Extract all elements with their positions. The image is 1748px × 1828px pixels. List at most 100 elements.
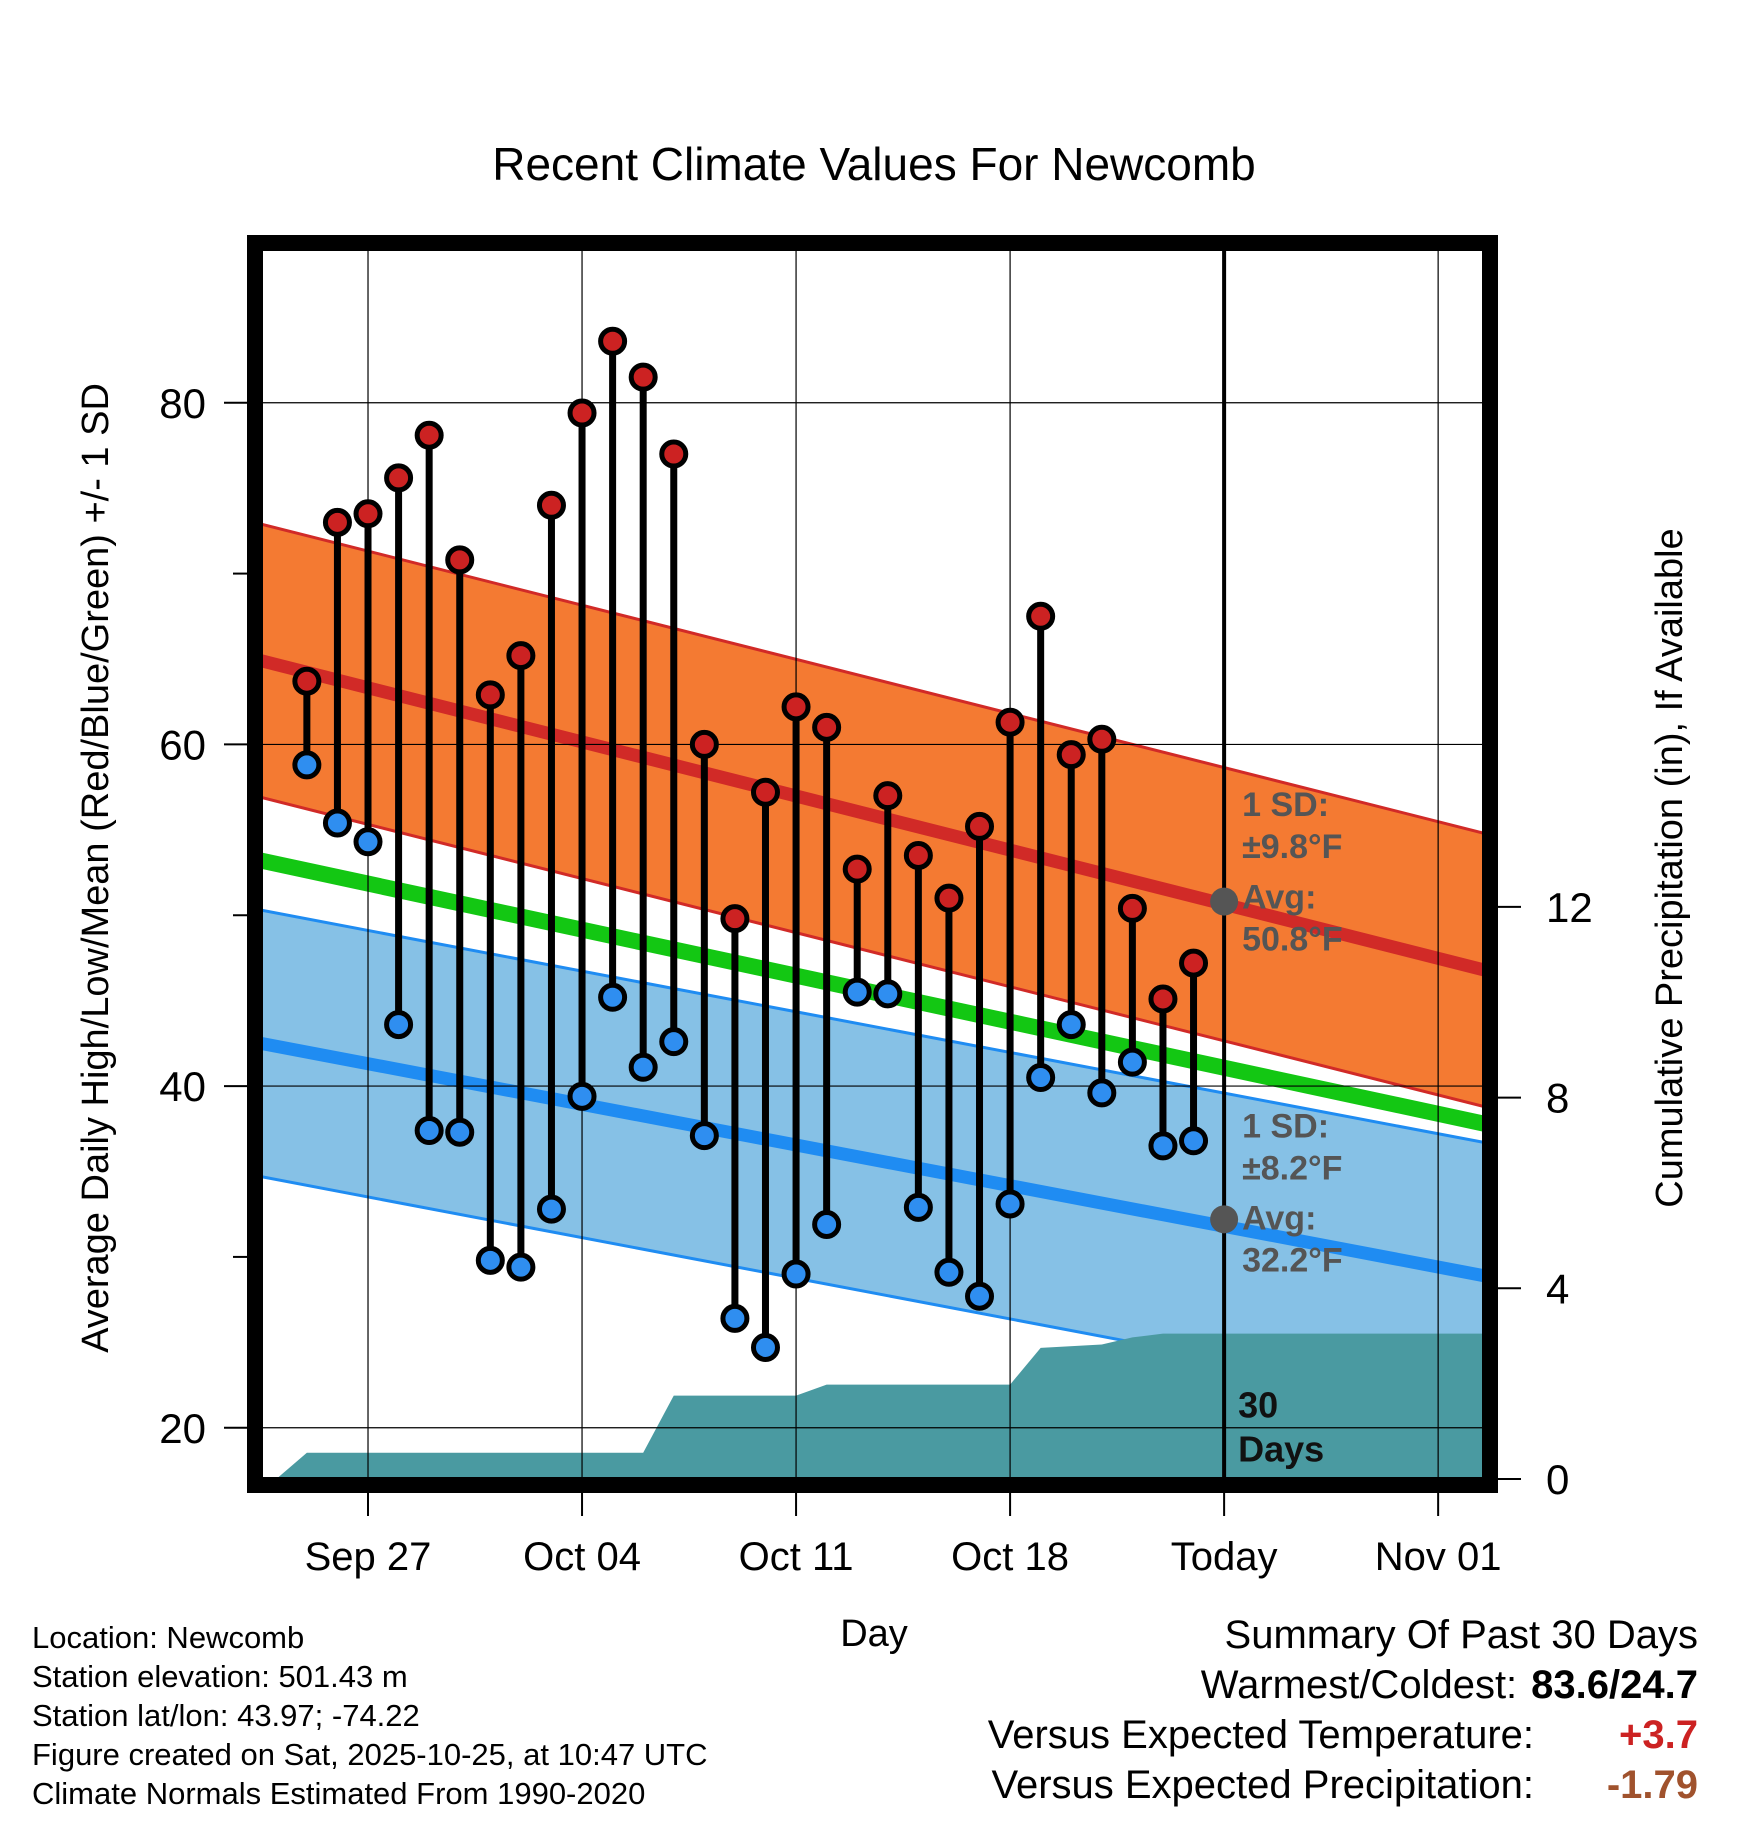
normal-annotation: 1 SD: ±9.8°F [1242, 786, 1342, 866]
normal-annotation-line: 1 SD: [1242, 1107, 1329, 1145]
high-normal-line [261, 654, 1484, 977]
daily-high-point [934, 883, 964, 913]
daily-low-point [812, 1209, 842, 1239]
daily-low-point [873, 979, 903, 1009]
summary-warmest-coldest: Warmest/Coldest: 83.6/24.7 [988, 1660, 1698, 1710]
daily-low-point [1087, 1078, 1117, 1108]
today-window-label: 30 Days [1238, 1385, 1324, 1470]
daily-high-point [1179, 948, 1209, 978]
normal-annotation-line: 1 SD: [1242, 786, 1329, 824]
today-window-label-line: Days [1238, 1429, 1324, 1470]
footer-normals: Climate Normals Estimated From 1990-2020 [32, 1776, 646, 1811]
y-axis-label: Average Daily High/Low/Mean (Red/Blue/Gr… [75, 383, 117, 1353]
y2-axis-label: Cumulative Precipitation (in), If Availa… [1649, 528, 1691, 1207]
daily-high-point [506, 641, 536, 671]
daily-high-point [873, 781, 903, 811]
plot-frame [247, 235, 1498, 1493]
footer-created: Figure created on Sat, 2025-10-25, at 10… [32, 1737, 708, 1772]
y2-tick-label: 0 [1546, 1456, 1569, 1503]
high-sd-band-lower-edge [261, 795, 1484, 1109]
normal-annotation-line: ±8.2°F [1242, 1149, 1342, 1187]
daily-high-point [628, 362, 658, 392]
plot-border [247, 235, 1498, 1493]
normal-annotation: Avg: 50.8°F [1242, 878, 1343, 958]
y-tick-label: 60 [159, 721, 206, 768]
daily-high-point [1056, 740, 1086, 770]
daily-low-point [598, 982, 628, 1012]
normal-annotation-line: 32.2°F [1242, 1242, 1343, 1280]
summary-precipitation: Versus Expected Precipitation: -1.79 [988, 1760, 1698, 1810]
mean-normal-line [261, 852, 1484, 1132]
precip-departure-value: -1.79 [1606, 1763, 1698, 1807]
warmest-coldest-value: 83.6/24.7 [1531, 1663, 1698, 1707]
daily-high-point [1087, 724, 1117, 754]
daily-low-point [567, 1081, 597, 1111]
precip-departure-label: Versus Expected Precipitation: [991, 1763, 1534, 1807]
daily-high-point [812, 712, 842, 742]
daily-high-point [322, 507, 352, 537]
daily-low-point [1117, 1047, 1147, 1077]
daily-low-point [1179, 1126, 1209, 1156]
daily-high-point [1026, 601, 1056, 631]
summary-title: Summary Of Past 30 Days [1224, 1613, 1698, 1657]
today-window-label-line: 30 [1238, 1385, 1278, 1426]
daily-low-point [689, 1121, 719, 1151]
x-tick-label: Sep 27 [305, 1535, 432, 1579]
daily-low-point [965, 1281, 995, 1311]
footer-latlon: Station lat/lon: 43.97; -74.22 [32, 1698, 420, 1733]
daily-low-point [659, 1027, 689, 1057]
warmest-coldest-label: Warmest/Coldest: [1200, 1663, 1518, 1707]
summary-panel: Summary Of Past 30 Days Warmest/Coldest:… [988, 1610, 1698, 1810]
x-tick-label: Oct 04 [523, 1535, 641, 1579]
daily-high-point [965, 811, 995, 841]
summary-temperature: Versus Expected Temperature: +3.7 [988, 1710, 1698, 1760]
daily-low-point [934, 1257, 964, 1287]
x-tick-label: Today [1171, 1535, 1278, 1579]
station-info: Location: Newcomb Station elevation: 501… [32, 1618, 708, 1813]
y2-tick-label: 4 [1546, 1265, 1569, 1312]
daily-low-point [1148, 1131, 1178, 1161]
daily-low-point [1026, 1063, 1056, 1093]
daily-low-point [506, 1252, 536, 1282]
y2-tick-label: 12 [1546, 884, 1593, 931]
normal-annotation-line: 50.8°F [1242, 920, 1343, 958]
daily-high-point [750, 777, 780, 807]
precip-area [276, 1333, 1484, 1479]
daily-high-point [689, 729, 719, 759]
y-tick-label: 80 [159, 380, 206, 427]
daily-high-point [414, 420, 444, 450]
daily-high-point [598, 326, 628, 356]
normal-today-dot [1210, 1205, 1239, 1234]
footer-location: Location: Newcomb [32, 1620, 305, 1655]
daily-low-point [903, 1192, 933, 1222]
normal-annotation: 1 SD: ±8.2°F [1242, 1107, 1342, 1187]
chart-title: Recent Climate Values For Newcomb [492, 138, 1256, 190]
y-tick-label: 40 [159, 1063, 206, 1110]
daily-high-point [903, 840, 933, 870]
daily-high-point [445, 545, 475, 575]
daily-high-point [1117, 893, 1147, 923]
daily-low-point [1056, 1010, 1086, 1040]
low-normal-line [261, 1036, 1484, 1283]
x-tick-label: Oct 18 [951, 1535, 1069, 1579]
daily-high-point [659, 439, 689, 469]
daily-low-point [750, 1332, 780, 1362]
daily-low-point [445, 1117, 475, 1147]
normal-annotation: Avg: 32.2°F [1242, 1200, 1343, 1280]
daily-high-point [995, 707, 1025, 737]
daily-high-point [1148, 984, 1178, 1014]
daily-low-point [781, 1259, 811, 1289]
daily-high-point [567, 398, 597, 428]
daily-low-point [353, 827, 383, 857]
daily-low-point [384, 1010, 414, 1040]
daily-high-point [781, 692, 811, 722]
daily-high-point [353, 499, 383, 529]
x-tick-label: Oct 11 [739, 1535, 854, 1579]
daily-low-point [292, 750, 322, 780]
normal-today-dot [1210, 887, 1239, 916]
daily-high-point [842, 854, 872, 884]
daily-low-point [995, 1189, 1025, 1219]
daily-high-point [475, 680, 505, 710]
daily-high-point [384, 463, 414, 493]
plot-area: 30 Days 1 SD: ±9.8°F Avg: 50.8°F 1 SD: ±8.2°F Av… [261, 249, 1484, 1479]
